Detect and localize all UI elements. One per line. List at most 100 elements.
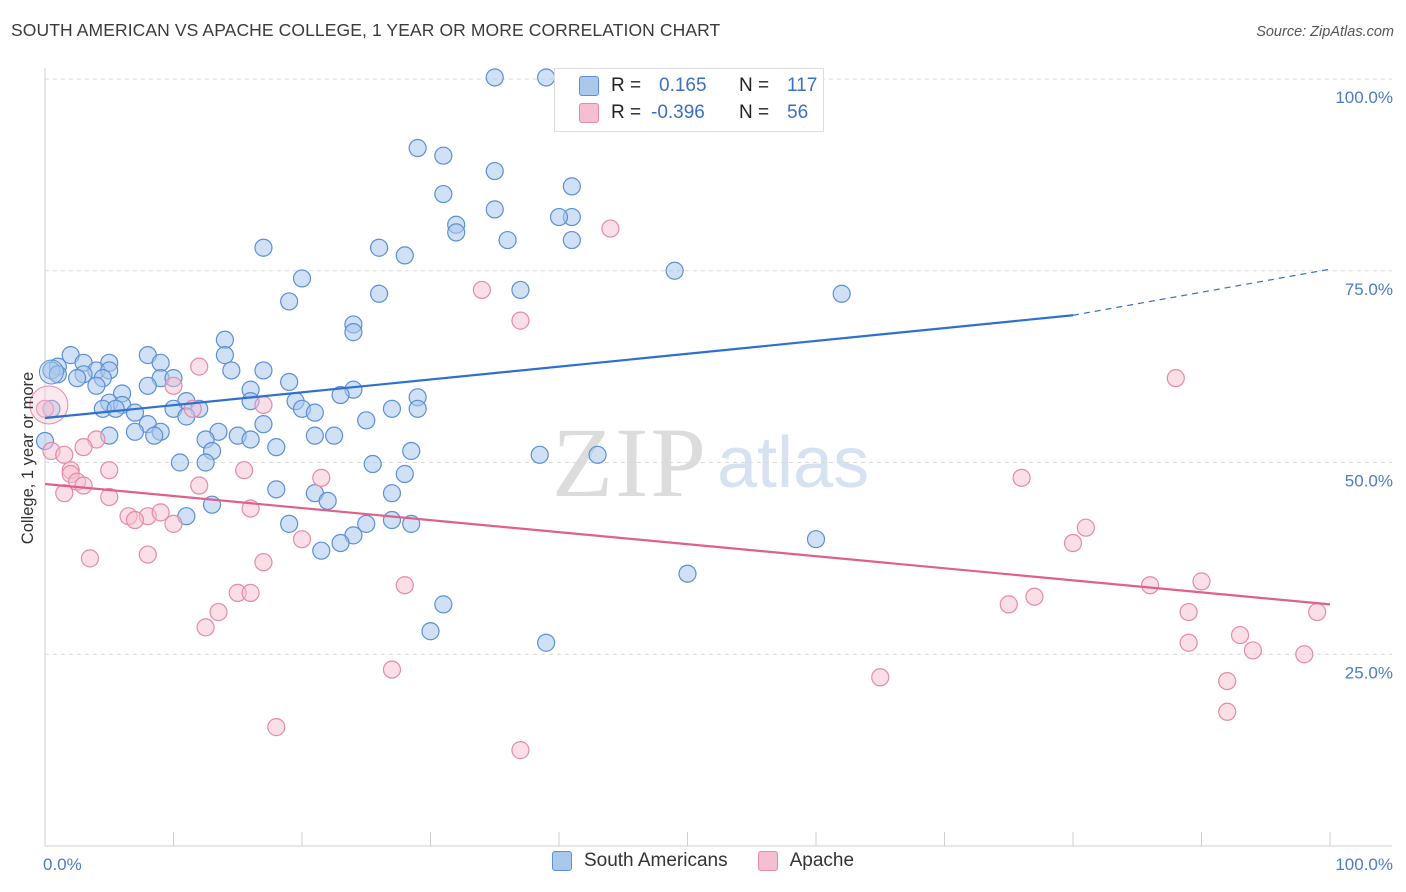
- data-point-apache: [1295, 645, 1314, 664]
- data-point-apache: [292, 530, 312, 549]
- data-point-south-americans: [280, 514, 299, 533]
- data-point-apache: [125, 510, 145, 530]
- data-point-south-americans: [408, 138, 427, 158]
- data-point-apache: [254, 553, 273, 572]
- data-point-south-americans: [145, 426, 164, 445]
- source-credit: Source: ZipAtlas.com: [1256, 24, 1394, 40]
- data-point-south-americans: [280, 372, 299, 392]
- trend-line-south-americans-extension: [1072, 268, 1331, 316]
- data-point-south-americans: [363, 454, 382, 474]
- data-point-south-americans: [267, 480, 286, 499]
- data-point-south-americans: [447, 223, 466, 242]
- data-point-south-americans: [678, 564, 697, 583]
- pink-swatch-icon: [579, 103, 599, 123]
- data-point-south-americans: [382, 484, 402, 503]
- data-point-south-americans: [331, 533, 350, 553]
- legend-label: South Americans: [583, 850, 728, 871]
- x-tick-label-start: 0.0%: [43, 855, 82, 874]
- legend-label: Apache: [789, 850, 855, 871]
- data-point-south-americans: [280, 292, 299, 311]
- data-point-south-americans: [331, 385, 350, 405]
- n-label: N =: [739, 102, 770, 123]
- correlation-legend: R = 0.165 N = 117 R = -0.396 N = 56: [554, 68, 824, 132]
- pink-swatch-icon: [757, 851, 778, 871]
- data-point-apache: [196, 618, 215, 637]
- data-point-south-americans: [485, 161, 504, 181]
- data-point-apache: [100, 487, 119, 507]
- data-point-apache: [1230, 625, 1250, 645]
- data-point-apache: [511, 741, 530, 760]
- data-point-south-americans: [530, 445, 549, 464]
- data-point-south-americans: [292, 269, 312, 288]
- data-point-south-americans: [222, 361, 241, 380]
- data-point-south-americans: [357, 411, 376, 430]
- data-point-apache: [209, 602, 228, 622]
- data-point-apache: [151, 503, 170, 522]
- data-point-apache-large: [29, 385, 69, 425]
- data-point-apache: [190, 476, 209, 495]
- data-point-south-americans: [138, 376, 157, 395]
- data-point-south-americans: [434, 595, 453, 614]
- data-point-apache: [472, 280, 491, 300]
- chart-title: SOUTH AMERICAN VS APACHE COLLEGE, 1 YEAR…: [11, 20, 721, 40]
- data-point-south-americans: [318, 491, 337, 510]
- data-point-apache: [55, 445, 74, 464]
- data-point-apache: [511, 311, 530, 330]
- data-point-apache: [1308, 602, 1327, 622]
- data-point-apache: [382, 660, 402, 679]
- data-point-south-americans: [382, 510, 402, 530]
- data-point-south-americans: [125, 422, 145, 441]
- data-point-apache: [1063, 533, 1083, 553]
- blue-swatch-icon: [551, 851, 572, 871]
- data-point-south-americans: [511, 280, 530, 300]
- legend-row-apache: R = -0.396 N = 56: [579, 100, 808, 126]
- data-point-south-americans: [305, 403, 324, 422]
- data-point-apache: [74, 438, 93, 457]
- data-point-south-americans: [106, 399, 125, 418]
- data-point-south-americans: [370, 284, 389, 303]
- data-point-apache: [601, 219, 620, 238]
- trend-lines: [44, 268, 1331, 606]
- data-point-apache: [1179, 602, 1198, 622]
- y-axis-title: College, 1 year or more: [19, 372, 37, 544]
- data-point-south-americans: [537, 68, 556, 87]
- data-point-south-americans: [549, 207, 569, 227]
- data-point-south-americans: [357, 514, 376, 533]
- data-point-apache: [1012, 468, 1031, 487]
- data-point-south-americans: [254, 415, 273, 434]
- data-point-south-americans: [312, 541, 331, 560]
- data-point-south-americans: [832, 284, 851, 303]
- data-point-south-americans: [254, 361, 273, 380]
- data-point-south-americans: [344, 323, 363, 342]
- data-point-apache: [1076, 518, 1095, 537]
- y-tick-label: 75.0%: [1345, 280, 1393, 299]
- r-value: 0.165: [659, 75, 707, 96]
- r-label: R =: [611, 102, 642, 123]
- data-point-south-americans: [537, 633, 556, 652]
- data-point-south-americans: [402, 441, 421, 461]
- data-point-apache: [235, 461, 254, 480]
- legend-item-south-americans[interactable]: South Americans: [551, 850, 728, 872]
- data-point-south-americans: [370, 238, 389, 257]
- data-point-south-americans: [485, 200, 504, 219]
- data-point-south-americans: [434, 184, 453, 204]
- data-point-apache: [1140, 576, 1160, 595]
- data-point-apache: [190, 357, 209, 376]
- data-point-south-americans: [215, 330, 234, 349]
- data-point-apache: [267, 718, 286, 737]
- data-point-south-americans: [305, 426, 324, 445]
- legend-item-apache[interactable]: Apache: [757, 850, 855, 872]
- legend-row-south-americans: R = 0.165 N = 117: [579, 73, 817, 99]
- x-tick-label-end: 100.0%: [1335, 855, 1393, 874]
- r-value: -0.396: [651, 102, 705, 123]
- data-point-south-americans: [498, 230, 517, 250]
- data-point-apache: [1218, 702, 1237, 721]
- data-point-south-americans: [87, 376, 106, 395]
- data-point-south-americans: [215, 346, 234, 365]
- data-point-apache: [1179, 633, 1198, 652]
- data-point-apache: [1243, 641, 1263, 660]
- data-point-south-americans: [68, 369, 87, 388]
- data-point-south-americans: [170, 453, 190, 472]
- trend-line-apache: [44, 482, 1331, 606]
